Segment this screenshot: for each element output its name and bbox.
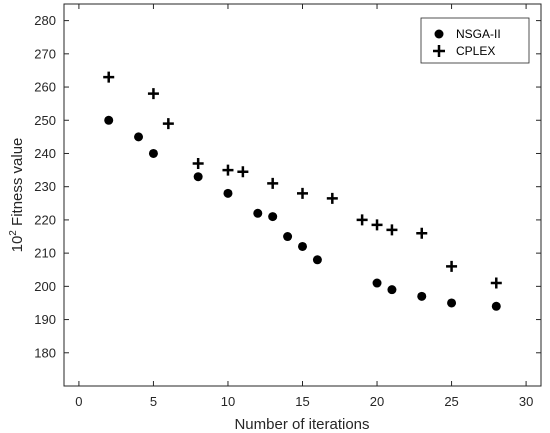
y-tick-label: 240 — [34, 146, 56, 161]
cplex-point — [162, 118, 174, 130]
cplex-point — [147, 88, 159, 100]
y-tick-label: 260 — [34, 80, 56, 95]
y-tick-label: 190 — [34, 312, 56, 327]
nsga-point — [104, 115, 114, 125]
cplex-point — [386, 224, 398, 236]
legend-label-cplex: CPLEX — [456, 44, 495, 58]
cplex-point — [297, 187, 308, 199]
y-axis-ticks: 180 190 200 210 220 230 240 250 260 270 280 — [34, 13, 541, 360]
cplex-point — [371, 219, 383, 231]
y-tick-label: 180 — [34, 345, 56, 360]
cplex-point — [103, 71, 115, 83]
nsga-point — [372, 278, 382, 288]
y-tick-label: 210 — [34, 246, 56, 261]
cplex-point — [222, 164, 234, 176]
nsga-point — [283, 232, 293, 242]
nsga-point — [223, 188, 233, 198]
legend-label-nsga: NSGA-II — [456, 27, 501, 41]
nsga-point — [148, 148, 158, 158]
cplex-point — [446, 260, 458, 272]
y-axis-label: 102 Fitness value — [8, 138, 26, 253]
cplex-point — [192, 157, 204, 169]
cplex-point — [237, 166, 249, 178]
x-tick-label: 5 — [150, 394, 157, 409]
legend: NSGA-II CPLEX — [420, 17, 530, 64]
x-axis-ticks: 0 5 10 15 20 25 30 — [75, 4, 533, 409]
x-tick-label: 0 — [75, 394, 82, 409]
cplex-point — [416, 227, 428, 239]
x-tick-label: 30 — [519, 394, 533, 409]
x-tick-label: 20 — [370, 394, 384, 409]
x-axis-label: Number of iterations — [234, 416, 369, 433]
legend-marker-nsga — [434, 29, 444, 39]
nsga-point — [298, 241, 307, 251]
y-tick-label: 230 — [34, 179, 56, 194]
cplex-point — [326, 192, 338, 204]
nsga-point — [312, 255, 322, 265]
cplex-point — [356, 214, 368, 226]
legend-marker-cplex — [433, 45, 445, 57]
cplex-point — [490, 277, 502, 289]
cplex-point — [267, 177, 279, 189]
x-tick-label: 15 — [295, 394, 309, 409]
x-tick-label: 25 — [444, 394, 458, 409]
nsga-point — [387, 285, 397, 295]
y-tick-label: 220 — [34, 212, 56, 227]
nsga-point — [193, 172, 203, 182]
nsga-point — [447, 298, 457, 308]
nsga-point — [134, 132, 144, 142]
y-tick-label: 250 — [34, 113, 56, 128]
x-tick-label: 10 — [221, 394, 235, 409]
nsga-point — [253, 208, 263, 218]
nsga-point — [491, 301, 501, 311]
data-marks — [103, 71, 502, 311]
nsga-point — [417, 291, 427, 301]
y-tick-label: 270 — [34, 46, 56, 61]
y-tick-label: 200 — [34, 279, 56, 294]
nsga-point — [268, 212, 278, 222]
y-tick-label: 280 — [34, 13, 56, 28]
